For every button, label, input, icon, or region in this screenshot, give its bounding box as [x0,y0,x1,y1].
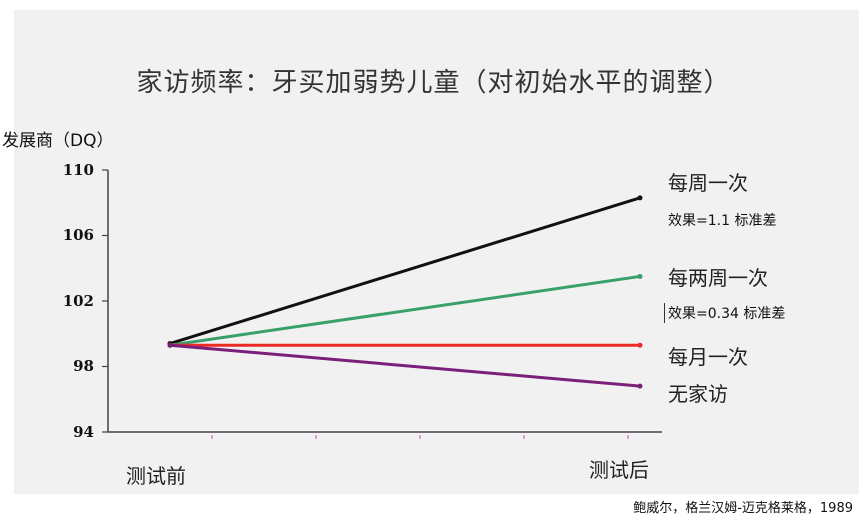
y-axis-label: 发展商（DQ） [2,131,114,151]
source-citation: 鲍威尔，格兰汉姆-迈克格莱格，1989 [633,501,853,516]
series-line [168,343,642,388]
chart-title: 家访频率：牙买加弱势儿童（对初始水平的调整） [136,68,731,98]
y-tick-label: 102 [62,292,94,310]
x-tick-label: 测试后 [589,458,649,482]
series-line [168,274,642,347]
data-point [637,195,643,201]
data-point [637,273,643,279]
data-point [637,342,643,348]
series-label: 每两周一次 [668,266,768,290]
y-tick-label: 106 [62,226,94,244]
series-label: 每月一次 [668,345,748,369]
data-point [637,383,643,389]
y-tick-label: 94 [73,423,94,441]
effect-size-label: 效果=1.1 标准差 [668,213,777,229]
x-tick-label: 测试前 [126,464,186,488]
effect-size-label: 效果=0.34 标准差 [664,303,785,323]
y-tick-label: 98 [73,357,94,375]
chart-panel [14,10,859,494]
series-label: 每周一次 [668,171,748,195]
data-point [167,342,173,348]
series-line [168,196,642,346]
y-tick-label: 110 [62,161,94,179]
series-label: 无家访 [668,382,728,406]
